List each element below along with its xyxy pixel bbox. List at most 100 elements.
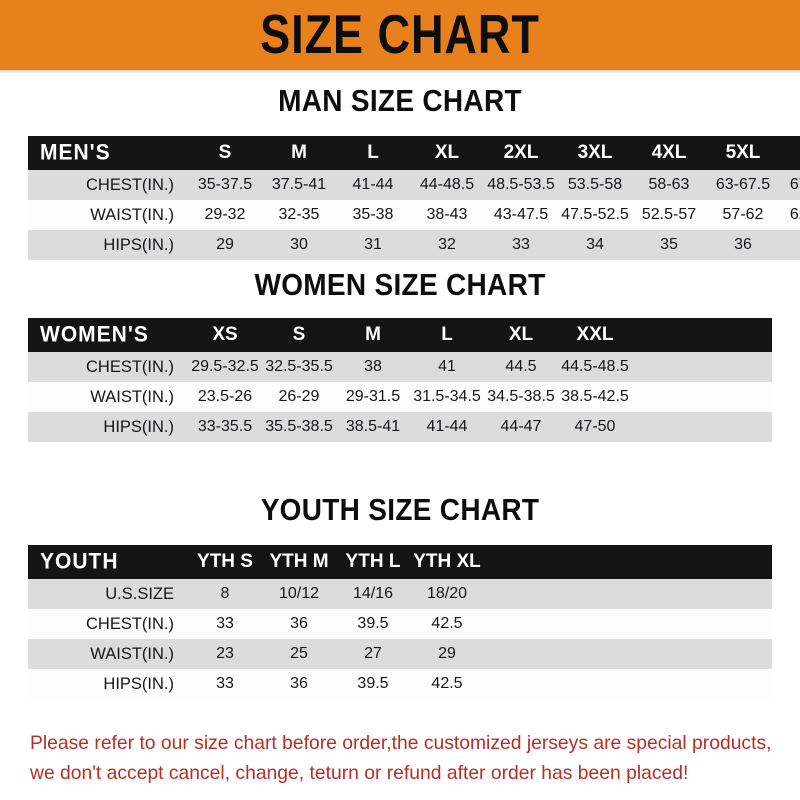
cell-women-1-1: 26-29 [278,388,320,405]
cell-women-0-1: 32.5-35.5 [265,358,333,375]
cell-women-2-5: 47-50 [574,418,616,435]
cell-man-1-1: 32-35 [278,206,320,223]
cell-man-1-7: 57-62 [722,206,764,223]
table-row: CHEST(IN.) 35-37.5 37.5-41 41-44 44-48.5 48.5… [28,170,800,200]
cell-man-1-5: 47.5-52.5 [561,206,629,223]
column-header-women-4: XL [508,324,534,345]
table-row: HIPS(IN.) 33 36 39.5 42.5 [28,669,772,699]
cell-youth-1-1: 36 [290,615,308,632]
table-row: HIPS(IN.) 29 30 31 32 33 34 35 36 37 [28,230,800,260]
column-header-youth-2: YTH L [345,551,401,572]
cell-man-0-3: 44-48.5 [419,176,475,193]
row-label-man-1: WAIST(IN.) [90,205,174,224]
column-header-women-5: XXL [576,324,614,345]
cell-man-1-3: 38-43 [426,206,468,223]
column-header-women-2: M [365,324,381,345]
cell-man-1-0: 29-32 [204,206,246,223]
row-label-man-0: CHEST(IN.) [86,175,174,194]
cell-man-2-6: 35 [660,236,678,253]
banner-shadow-divider [0,70,800,74]
row-label-man-2: HIPS(IN.) [103,235,174,254]
cell-youth-2-1: 25 [290,645,308,662]
cell-women-0-3: 41 [438,358,456,375]
footer-line-1: Please refer to our size chart before or… [30,732,772,754]
table-corner-label-man: MEN'S [40,140,111,165]
cell-women-0-5: 44.5-48.5 [561,358,629,375]
cell-women-1-3: 31.5-34.5 [413,388,481,405]
cell-women-2-1: 35.5-38.5 [265,418,333,435]
column-header-man-2: L [367,142,379,163]
cell-women-2-0: 33-35.5 [197,418,253,435]
cell-youth-2-2: 27 [364,645,382,662]
column-header-man-3: XL [434,142,460,163]
cell-man-0-8: 67.5-72 [789,176,800,193]
cell-youth-1-0: 33 [216,615,234,632]
row-label-youth-2: WAIST(IN.) [90,644,174,663]
cell-women-2-4: 44-47 [500,418,542,435]
header-spacer-youth [484,545,772,579]
column-header-youth-1: YTH M [269,551,329,572]
size-table-women: WOMEN'S XS S M L XL XXL CHEST(IN.) 29.5-32.5 32.5… [28,318,772,442]
cell-youth-0-3: 18/20 [426,585,468,602]
column-header-man-5: 3XL [577,142,613,163]
cell-youth-2-3: 29 [438,645,456,662]
section-title-women: WOMEN SIZE CHART [254,268,546,302]
row-label-youth-1: CHEST(IN.) [86,614,174,633]
table-corner-label-women: WOMEN'S [40,322,149,347]
table-row: HIPS(IN.) 33-35.5 35.5-38.5 38.5-41 41-44 44-… [28,412,772,442]
table-row: U.S.SIZE 8 10/12 14/16 18/20 [28,579,772,609]
header-spacer-women [632,318,772,352]
column-header-women-3: L [441,324,453,345]
cell-man-2-3: 32 [438,236,456,253]
cell-man-0-5: 53.5-58 [567,176,623,193]
section-title-youth: YOUTH SIZE CHART [260,493,540,527]
row-label-women-1: WAIST(IN.) [90,387,174,406]
table-corner-label-youth: YOUTH [40,549,119,574]
row-label-women-2: HIPS(IN.) [103,417,174,436]
row-spacer-youth-0 [484,579,772,609]
cell-youth-0-2: 14/16 [352,585,394,602]
cell-man-1-6: 52.5-57 [641,206,697,223]
column-header-women-0: XS [212,324,238,345]
cell-women-1-0: 23.5-26 [197,388,253,405]
cell-man-1-2: 35-38 [352,206,394,223]
table-header-row-women: WOMEN'S XS S M L XL XXL [28,318,772,352]
cell-man-2-5: 34 [586,236,604,253]
column-header-man-7: 5XL [725,142,761,163]
cell-youth-1-2: 39.5 [357,615,389,632]
cell-women-1-4: 34.5-38.5 [487,388,555,405]
cell-man-0-2: 41-44 [352,176,394,193]
cell-man-0-1: 37.5-41 [271,176,327,193]
table-row: WAIST(IN.) 23 25 27 29 [28,639,772,669]
footer-line-2: we don't accept cancel, change, teturn o… [30,762,689,784]
cell-youth-0-1: 10/12 [278,585,320,602]
cell-man-0-4: 48.5-53.5 [487,176,555,193]
cell-youth-3-2: 39.5 [357,675,389,692]
table-row: CHEST(IN.) 29.5-32.5 32.5-35.5 38 41 44.5 44.5… [28,352,772,382]
cell-man-2-4: 33 [512,236,530,253]
cell-man-2-0: 29 [216,236,234,253]
cell-youth-3-0: 33 [216,675,234,692]
page-title: SIZE CHART [260,4,540,66]
column-header-man-1: M [291,142,307,163]
cell-women-2-3: 41-44 [426,418,468,435]
cell-man-0-7: 63-67.5 [715,176,771,193]
cell-women-0-0: 29.5-32.5 [191,358,259,375]
table-row: WAIST(IN.) 23.5-26 26-29 29-31.5 31.5-34.5 34… [28,382,772,412]
column-header-women-1: S [292,324,306,345]
cell-youth-1-3: 42.5 [431,615,463,632]
section-title-man: MAN SIZE CHART [278,84,522,118]
column-header-man-8: 6XL [780,136,800,170]
cell-youth-3-1: 36 [290,675,308,692]
column-header-man-4: 2XL [503,142,539,163]
page-banner: SIZE CHART [0,0,800,70]
row-label-youth-3: HIPS(IN.) [103,674,174,693]
row-spacer-youth-3 [484,669,772,699]
cell-man-2-7: 36 [734,236,752,253]
table-row: WAIST(IN.) 29-32 32-35 35-38 38-43 43-47.5 47.… [28,200,800,230]
cell-man-0-6: 58-63 [648,176,690,193]
cell-youth-2-0: 23 [216,645,234,662]
column-header-youth-0: YTH S [197,551,253,572]
cell-man-2-2: 31 [364,236,382,253]
